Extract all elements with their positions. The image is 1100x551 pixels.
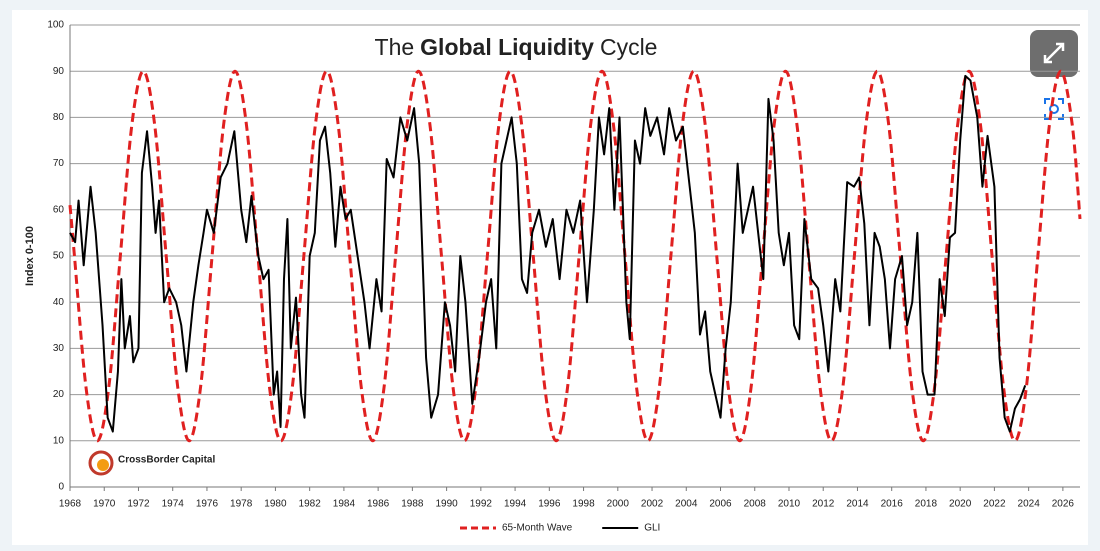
- y-tick-label: 40: [53, 297, 65, 308]
- y-tick-label: 90: [53, 66, 65, 77]
- expand-icon: [1043, 42, 1065, 64]
- y-tick-label: 30: [53, 343, 65, 354]
- x-tick-label: 1982: [299, 499, 322, 510]
- y-tick-label: 60: [53, 204, 65, 215]
- y-tick-label: 10: [53, 435, 65, 446]
- y-axis-label: Index 0-100: [24, 226, 36, 286]
- x-tick-label: 1970: [93, 499, 116, 510]
- x-tick-label: 2026: [1052, 499, 1075, 510]
- x-tick-label: 1976: [196, 499, 219, 510]
- x-tick-label: 2000: [607, 499, 630, 510]
- legend: 65-Month Wave GLI: [460, 523, 660, 534]
- x-tick-label: 1984: [333, 499, 356, 510]
- x-tick-label: 2020: [949, 499, 972, 510]
- x-tick-label: 2018: [915, 499, 938, 510]
- expand-button[interactable]: [1030, 30, 1078, 77]
- series-line: [69, 74, 1027, 433]
- x-tick-label: 2010: [778, 499, 801, 510]
- legend-label: GLI: [644, 523, 660, 534]
- x-tick-label: 1986: [367, 499, 390, 510]
- x-tick-label: 1968: [59, 499, 82, 510]
- x-tick-label: 1980: [264, 499, 287, 510]
- legend-label: 65-Month Wave: [502, 523, 573, 534]
- x-tick-label: 2002: [641, 499, 664, 510]
- chart-background: [12, 10, 1088, 545]
- x-tick-label: 2008: [744, 499, 767, 510]
- series-line: [68, 69, 1082, 443]
- x-tick-label: 2004: [675, 499, 698, 510]
- y-tick-label: 20: [53, 389, 65, 400]
- y-tick-label: 70: [53, 158, 65, 169]
- y-tick-label: 100: [47, 20, 64, 31]
- x-tick-label: 2012: [812, 499, 835, 510]
- x-tick-label: 1988: [401, 499, 424, 510]
- title-part: Cycle: [600, 34, 658, 60]
- logo-icon: [88, 450, 114, 476]
- title-part: Global Liquidity: [420, 34, 594, 60]
- x-tick-label: 1996: [538, 499, 561, 510]
- x-tick-label: 1990: [435, 499, 458, 510]
- x-tick-label: 1974: [162, 499, 185, 510]
- x-tick-label: 2022: [983, 499, 1006, 510]
- x-tick-label: 1992: [470, 499, 493, 510]
- logo-icon: [97, 459, 109, 471]
- x-tick-label: 1998: [572, 499, 595, 510]
- logo: CrossBorder Capital: [88, 450, 215, 476]
- y-tick-label: 50: [53, 251, 65, 262]
- x-tick-label: 2016: [881, 499, 904, 510]
- title-part: The: [375, 34, 415, 60]
- x-tick-label: 2006: [709, 499, 732, 510]
- plot-area: [68, 24, 1082, 491]
- y-tick-label: 80: [53, 112, 65, 123]
- x-tick-label: 1994: [504, 499, 527, 510]
- logo-text: CrossBorder Capital: [118, 455, 215, 466]
- x-tick-label: 2024: [1018, 499, 1041, 510]
- scan-icon: [1044, 98, 1064, 120]
- x-tick-label: 2014: [846, 499, 869, 510]
- x-tick-label: 1978: [230, 499, 253, 510]
- chart-title: The Global Liquidity Cycle: [375, 34, 658, 60]
- y-tick-label: 0: [58, 482, 64, 493]
- x-tick-label: 1972: [127, 499, 150, 510]
